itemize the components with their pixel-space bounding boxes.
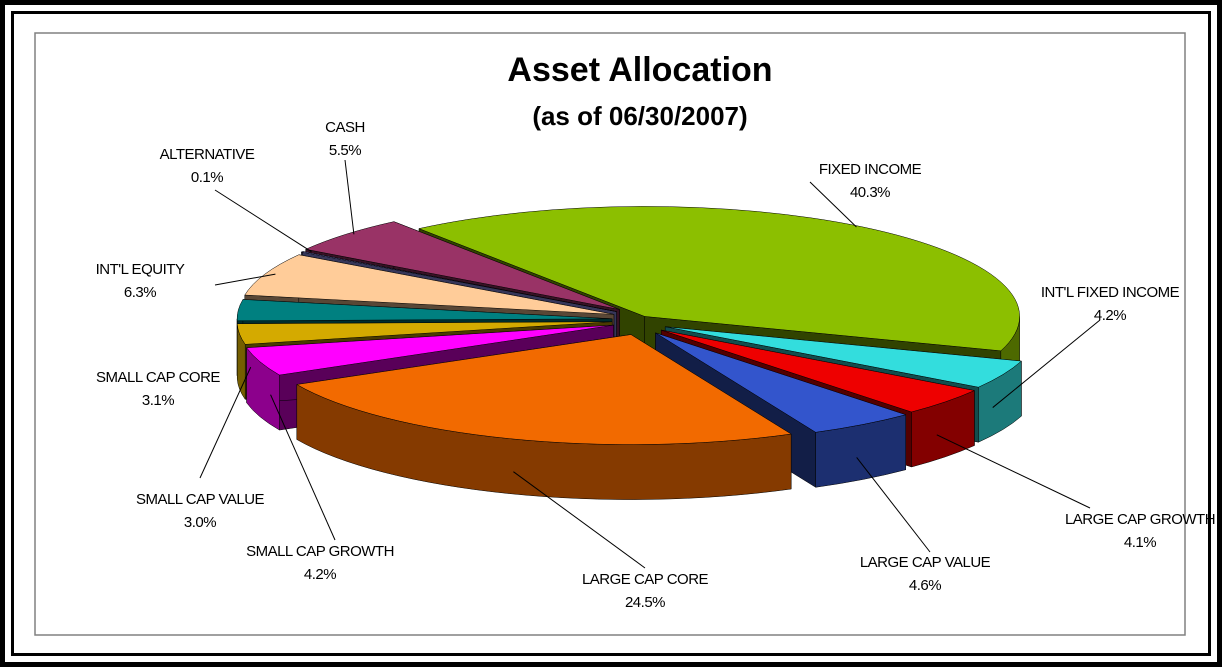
slice — [244, 254, 614, 315]
inner-frame — [11, 11, 1211, 656]
leader-line — [270, 394, 336, 541]
data-label-name: ALTERNATIVE — [160, 146, 255, 163]
leader-line — [809, 181, 857, 228]
data-label-value: 5.5% — [329, 142, 361, 159]
slice — [236, 321, 613, 345]
data-label-name: LARGE CAP GROWTH — [1065, 511, 1215, 528]
data-label-name: INT'L EQUITY — [96, 261, 185, 278]
leader-line — [936, 434, 1091, 509]
slice — [236, 299, 613, 322]
data-label-name: CASH — [325, 119, 365, 136]
slice — [418, 206, 1020, 352]
slice — [296, 334, 792, 445]
data-label-value: 0.1% — [191, 169, 223, 186]
data-label-name: INT'L FIXED INCOME — [1041, 284, 1180, 301]
slice — [661, 329, 976, 413]
leader-line — [214, 273, 276, 286]
data-label-name: SMALL CAP VALUE — [136, 491, 265, 508]
leader-line — [856, 457, 931, 553]
slice — [655, 332, 907, 433]
data-label-name: SMALL CAP GROWTH — [246, 543, 394, 560]
leader-line — [214, 189, 312, 253]
slice — [665, 326, 1022, 388]
data-label-value: 24.5% — [625, 594, 665, 611]
chart-title: Asset Allocation — [507, 51, 772, 89]
data-label-value: 3.0% — [184, 514, 216, 531]
data-label-value: 4.2% — [1094, 307, 1126, 324]
slice — [246, 324, 614, 376]
data-label-value: 6.3% — [124, 284, 156, 301]
data-label-value: 40.3% — [850, 184, 890, 201]
slice — [300, 251, 617, 312]
leader-line — [513, 471, 646, 569]
data-label-value: 4.6% — [909, 577, 941, 594]
data-label-value: 4.1% — [1124, 534, 1156, 551]
data-label-name: LARGE CAP CORE — [582, 571, 709, 588]
data-label-name: LARGE CAP VALUE — [860, 554, 991, 571]
chart-subtitle: (as of 06/30/2007) — [532, 101, 747, 131]
data-label-name: SMALL CAP CORE — [96, 369, 220, 386]
leader-line — [199, 366, 252, 479]
data-label-value: 3.1% — [142, 392, 174, 409]
leader-line — [344, 159, 355, 235]
leader-line — [992, 319, 1101, 408]
data-label-name: FIXED INCOME — [819, 161, 922, 178]
data-label-value: 4.2% — [304, 566, 336, 583]
